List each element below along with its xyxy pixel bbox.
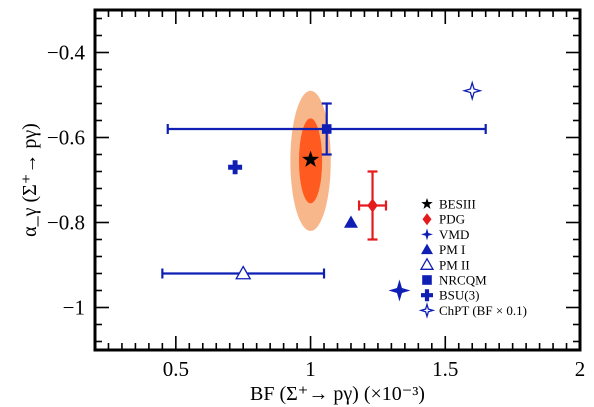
legend-marker-pm-ii — [419, 257, 435, 270]
legend-label-chpt-bf-0-1: ChPT (BF × 0.1) — [439, 303, 527, 318]
marker-besiii — [302, 150, 320, 167]
x-tick-label: 0.5 — [163, 357, 189, 381]
y-tick-label: −0.4 — [47, 41, 86, 65]
y-tick-label: −0.8 — [47, 211, 85, 235]
legend-marker-bsu-3 — [421, 289, 433, 302]
marker-nrcqm — [321, 124, 332, 134]
marker-pdg — [367, 198, 378, 213]
legend-marker-chpt-bf-0-1 — [418, 302, 436, 319]
x-tick-label: 1.5 — [432, 357, 458, 381]
legend-label-bsu-3: BSU(3) — [439, 288, 479, 303]
legend-label-pm-i: PM I — [439, 242, 465, 257]
x-tick-label: 1 — [305, 357, 316, 381]
x-tick-label: 2 — [575, 357, 586, 381]
legend-marker-vmd — [421, 228, 433, 241]
legend-label-besiii: BESIII — [439, 197, 476, 212]
marker-pm-ii — [235, 265, 252, 280]
legend-label-pm-ii: PM II — [439, 257, 470, 272]
legend-marker-besiii — [421, 198, 433, 209]
legend-marker-pdg — [422, 213, 432, 226]
marker-pm-i — [343, 215, 358, 228]
x-axis-label: BF (Σ⁺→ pγ) (×10⁻³) — [250, 383, 425, 405]
axis-ticks: 0.5 1 1.5 2 −1 −0.8 −0.6 −0.4 — [47, 10, 585, 381]
y-tick-label: −1 — [63, 296, 85, 320]
marker-bsu-3 — [228, 160, 243, 175]
y-tick-label: −0.6 — [47, 126, 85, 150]
legend-label-pdg: PDG — [439, 212, 465, 227]
y-axis-label: α_γ (Σ⁺→ pγ) — [19, 123, 41, 237]
legend-marker-nrcqm — [422, 275, 432, 285]
legend-marker-pm-i — [421, 243, 433, 255]
legend-label-nrcqm: NRCQM — [439, 273, 487, 288]
legend-label-vmd: VMD — [439, 227, 469, 242]
marker-vmd — [388, 279, 411, 302]
plot-frame — [93, 8, 582, 352]
marker-chpt-bf-0-1 — [461, 80, 483, 102]
data-markers — [228, 80, 483, 302]
